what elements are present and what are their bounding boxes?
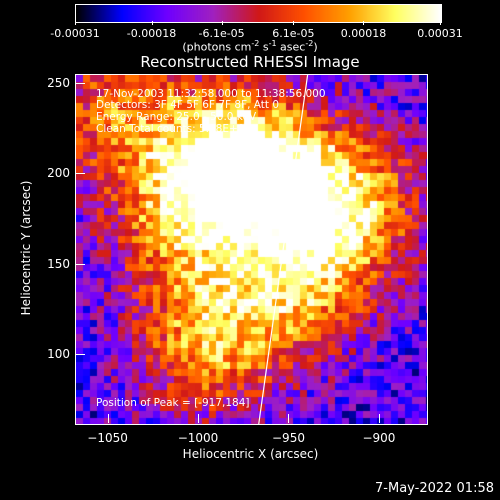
- colorbar-tick-label: 0.00018: [340, 27, 387, 40]
- annotation-method: Clean Total counts: 5.88E+03: [96, 123, 252, 135]
- timestamp: 7-May-2022 01:58: [375, 481, 494, 496]
- y-tick-mark: [76, 263, 85, 265]
- heatmap-plot: 17-Nov-2003 11:32:58.000 to 11:38:56.000…: [75, 74, 428, 425]
- y-tick-label: 200: [47, 166, 70, 181]
- x-tick-mark: [288, 414, 290, 423]
- y-tick-mark: [76, 354, 85, 356]
- y-axis-label: Heliocentric Y (arcsec): [19, 180, 33, 316]
- colorbar-tick-label: -6.1e-05: [198, 27, 245, 40]
- colorbar-tick-mark: [440, 21, 441, 25]
- y-tick-label: 250: [47, 76, 70, 91]
- solar-limb-line: [258, 75, 309, 424]
- x-tick-label: −950: [272, 431, 305, 445]
- x-tick-mark: [107, 414, 109, 423]
- colorbar-tick-mark: [151, 21, 153, 25]
- x-tick-mark: [198, 414, 200, 423]
- colorbar-tick-label: 6.1e-05: [272, 27, 315, 40]
- x-tick-mark: [378, 414, 380, 423]
- colorbar-tick-mark: [293, 21, 295, 25]
- colorbar-tick-label: -0.00031: [50, 27, 100, 40]
- plot-overlay: [258, 75, 309, 424]
- colorbar-tick-mark: [221, 21, 223, 25]
- x-axis-label: Heliocentric X (arcsec): [182, 447, 319, 461]
- colorbar-tick-label: 0.00031: [417, 27, 463, 40]
- chart-title: Reconstructed RHESSI Image: [140, 53, 360, 71]
- y-tick-mark: [76, 173, 85, 175]
- colorbar: [75, 4, 442, 23]
- x-tick-label: −900: [362, 431, 396, 445]
- annotation-peak: Position of Peak = [-917,184]: [96, 397, 250, 409]
- y-tick-mark: [76, 83, 85, 85]
- x-tick-label: −1050: [87, 431, 128, 445]
- colorbar-tick-mark: [75, 21, 76, 25]
- annotation-energy: Energy Range: 25.0 - 50.0 keV: [96, 111, 257, 123]
- annotation-detectors: Detectors: 3F 4F 5F 6F 7F 8F, Att 0: [96, 99, 280, 111]
- colorbar-tick-label: -0.00018: [126, 27, 177, 40]
- colorbar-tick-mark: [363, 21, 365, 25]
- y-tick-label: 100: [47, 347, 70, 362]
- colorbar-units: (photons cm-2 s-1 asec-2): [182, 39, 318, 54]
- y-tick-label: 150: [47, 256, 70, 271]
- annotation-time: 17-Nov-2003 11:32:58.000 to 11:38:56.000: [96, 88, 326, 100]
- x-tick-label: −1000: [177, 431, 219, 445]
- heatmap-image: [76, 75, 427, 424]
